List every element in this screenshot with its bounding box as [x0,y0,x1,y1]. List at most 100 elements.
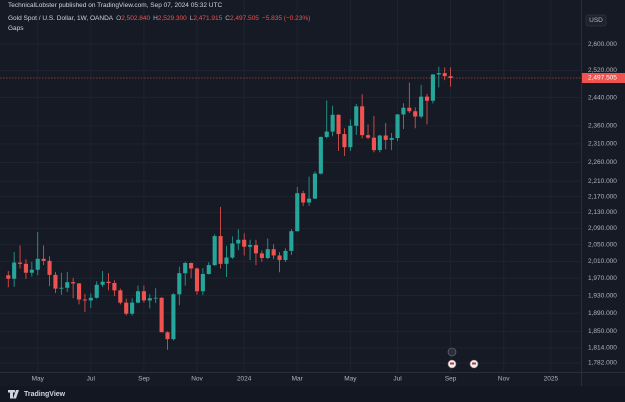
candle-body [295,193,300,232]
candle-body [35,258,40,270]
candle-body [171,294,176,340]
candle-body [413,111,418,117]
candle-body [23,263,29,273]
candle-body [306,198,312,203]
candle-body [100,281,105,285]
candle-body [354,106,359,126]
candle-body [407,107,412,112]
flag-stripe [472,362,476,365]
y-tick-label: 2,260.000 [588,159,617,166]
candle-body [377,135,382,151]
axes: 1,782.000 1,814.000 1,850.000 1,890.000 1,93… [32,41,625,383]
x-tick-label: Nov [498,376,510,383]
grid [0,0,581,372]
y-tick-label: 2,360.000 [588,123,617,130]
candle-body [82,299,87,301]
candle-body [159,297,164,333]
candle-body [65,282,70,288]
ohlc-key: H [153,15,158,22]
event-icon[interactable] [447,347,457,357]
y-tick-label: 2,520.000 [588,67,617,74]
candle-body [135,291,141,303]
y-tick-label: 2,310.000 [588,141,617,148]
symbol: Gold Spot / U.S. Dollar, 1W, OANDA [8,15,114,22]
candle-body [147,298,152,301]
x-tick-label: Sep [445,376,457,383]
y-tick-label: 2,010.000 [588,258,617,265]
y-tick-label: 2,170.000 [588,193,617,200]
candle-body [118,290,123,303]
indicator-line: Gaps [8,25,27,32]
candle-body [430,74,435,101]
y-tick-label: 1,930.000 [588,292,617,299]
currency-box[interactable] [585,14,607,27]
candle-body [248,245,253,247]
y-tick-label: 1,814.000 [588,345,617,352]
x-tick-label: May [344,376,357,383]
candle-body [419,96,424,117]
change: −5.835 (−0.23%) [261,15,311,22]
ohlc-value: 2,529.300 [157,15,187,22]
candle-body [212,236,217,266]
candle-body [271,249,276,256]
x-tick-label: Mar [292,376,304,383]
indicator: Gaps [8,25,24,32]
x-tick-label: Jul [393,376,402,383]
symbol-line: Gold Spot / U.S. Dollar, 1W, OANDA O2,502… [8,15,313,22]
candle-body [124,302,129,314]
candle-body [277,255,282,261]
x-tick-label: Sep [138,376,150,383]
candle-body [442,73,447,77]
candle-body [88,297,93,301]
candle-body [53,274,58,289]
candle-body [71,282,76,284]
flag-stripe [450,362,454,365]
candle-body [436,73,441,75]
candle-body [383,135,388,140]
x-tick-label: 2024 [237,376,252,383]
candle-body [112,283,117,291]
candle-body [47,260,52,275]
brand-logo [8,390,19,399]
y-tick-label: 1,970.000 [588,275,617,282]
y-tick-label: 1,850.000 [588,328,617,335]
y-tick-label: 2,210.000 [588,178,617,185]
x-tick-label: 2025 [544,376,559,383]
candle-body [324,131,329,137]
candle-body [218,236,223,264]
last-price-box [582,72,625,83]
candle-body [41,258,46,261]
candle-body [236,239,241,244]
candle-body [130,302,135,314]
candle-body [395,114,400,139]
candle-body [200,274,205,292]
candle-body [141,291,146,301]
candle-body [194,268,200,292]
candle-body [348,125,353,148]
candle-body [283,250,288,261]
candle-body [29,269,34,273]
candle-body [76,283,82,300]
candle-body [165,332,170,340]
y-tick-label: 2,440.000 [588,94,617,101]
ohlc-key: L [189,15,194,22]
candle-body [183,262,188,274]
y-tick-label: 1,890.000 [588,310,617,317]
x-tick-label: Nov [191,376,203,383]
brand: TradingView [24,391,66,398]
candle-body [12,262,17,279]
candle-body [106,281,111,284]
ohlc-key: C [225,15,230,22]
candle-body [365,135,371,138]
candle-body [153,297,158,299]
x-tick-label: Jul [87,376,96,383]
candle-body [301,193,306,203]
ohlc-value: 2,502.840 [121,15,151,22]
candle-body [242,239,247,247]
candle-body [94,284,99,298]
candle-body [189,262,194,269]
candle-body [318,136,323,174]
